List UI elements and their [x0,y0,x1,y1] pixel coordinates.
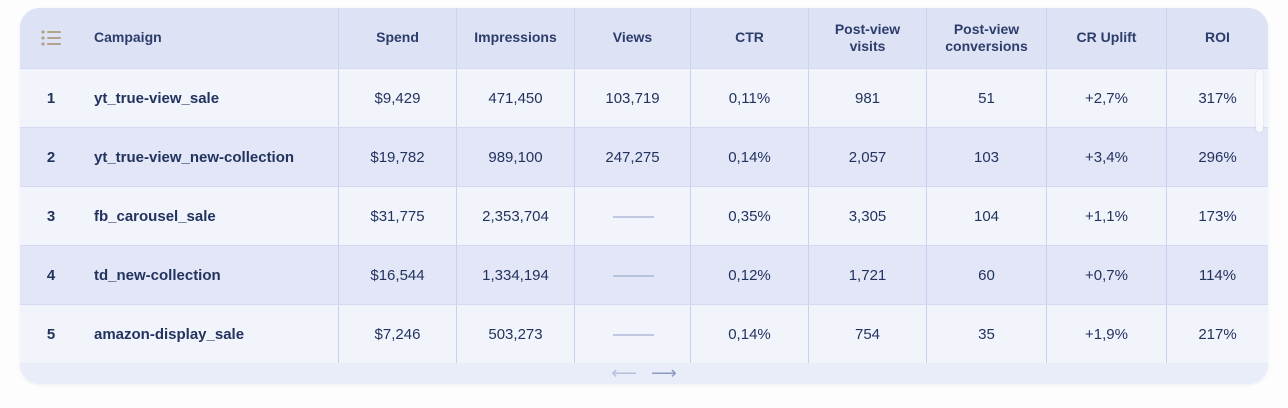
cell-post-view-visits: 2,057 [808,128,926,186]
cell-impressions: 2,353,704 [456,187,574,245]
column-header-impressions: Impressions [456,8,574,68]
column-header-views: Views [574,8,690,68]
cell-cr-uplift: +3,4% [1046,128,1166,186]
cell-cr-uplift: +0,7% [1046,246,1166,304]
list-icon[interactable] [20,30,82,46]
column-header-spend: Spend [338,8,456,68]
cell-roi: 317% [1166,69,1268,127]
cell-ctr: 0,14% [690,305,808,363]
cell-campaign: td_new-collection [94,266,221,284]
cell-post-view-conversions: 103 [926,128,1046,186]
campaign-table-card: Campaign Spend Impressions Views CTR Pos… [20,8,1268,384]
cell-campaign: fb_carousel_sale [94,207,216,225]
cell-campaign: yt_true-view_sale [94,89,220,107]
horizontal-scroll-controls: ⟵ ⟶ [20,364,1268,382]
cell-post-view-visits: 1,721 [808,246,926,304]
vertical-scrollbar-thumb[interactable] [1256,70,1263,132]
cell-views-empty: ——— [574,246,690,304]
cell-spend: $9,429 [338,69,456,127]
column-header-post-view-conversions: Post-view conversions [926,8,1046,68]
list-icon-glyph [41,30,61,46]
cell-impressions: 1,334,194 [456,246,574,304]
cell-cr-uplift: +1,9% [1046,305,1166,363]
table-row[interactable]: 3 fb_carousel_sale $31,775 2,353,704 ———… [20,186,1268,245]
table-header-row: Campaign Spend Impressions Views CTR Pos… [20,8,1268,68]
cell-ctr: 0,35% [690,187,808,245]
cell-roi: 114% [1166,246,1268,304]
cell-roi: 173% [1166,187,1268,245]
cell-spend: $16,544 [338,246,456,304]
cell-views-empty: ——— [574,305,690,363]
cell-post-view-conversions: 51 [926,69,1046,127]
cell-cr-uplift: +1,1% [1046,187,1166,245]
cell-spend: $31,775 [338,187,456,245]
column-header-roi: ROI [1166,8,1268,68]
scroll-right-arrow-icon[interactable]: ⟶ [651,363,677,383]
row-index: 3 [46,207,56,225]
cell-roi: 217% [1166,305,1268,363]
cell-campaign: amazon-display_sale [94,325,245,343]
cell-post-view-conversions: 35 [926,305,1046,363]
table-row[interactable]: 4 td_new-collection $16,544 1,334,194 ——… [20,245,1268,304]
cell-cr-uplift: +2,7% [1046,69,1166,127]
column-header-cr-uplift: CR Uplift [1046,8,1166,68]
table-row[interactable]: 1 yt_true-view_sale $9,429 471,450 103,7… [20,68,1268,127]
table-row[interactable]: 5 amazon-display_sale $7,246 503,273 ———… [20,304,1268,363]
cell-post-view-conversions: 60 [926,246,1046,304]
cell-ctr: 0,11% [690,69,808,127]
cell-ctr: 0,12% [690,246,808,304]
table-row[interactable]: 2 yt_true-view_new-collection $19,782 98… [20,127,1268,186]
cell-roi: 296% [1166,128,1268,186]
cell-campaign: yt_true-view_new-collection [94,148,295,166]
column-header-ctr: CTR [690,8,808,68]
row-index: 2 [46,148,56,166]
cell-post-view-visits: 754 [808,305,926,363]
cell-impressions: 471,450 [456,69,574,127]
cell-spend: $7,246 [338,305,456,363]
cell-views: 103,719 [574,69,690,127]
cell-views-empty: ——— [574,187,690,245]
column-header-campaign: Campaign [94,29,162,46]
cell-impressions: 989,100 [456,128,574,186]
column-header-post-view-visits: Post-view visits [808,8,926,68]
scroll-left-arrow-icon[interactable]: ⟵ [611,363,637,383]
cell-spend: $19,782 [338,128,456,186]
cell-post-view-visits: 981 [808,69,926,127]
row-index: 1 [46,89,56,107]
cell-ctr: 0,14% [690,128,808,186]
cell-post-view-conversions: 104 [926,187,1046,245]
row-index: 5 [46,325,56,343]
row-index: 4 [46,266,56,284]
cell-views: 247,275 [574,128,690,186]
cell-post-view-visits: 3,305 [808,187,926,245]
cell-impressions: 503,273 [456,305,574,363]
